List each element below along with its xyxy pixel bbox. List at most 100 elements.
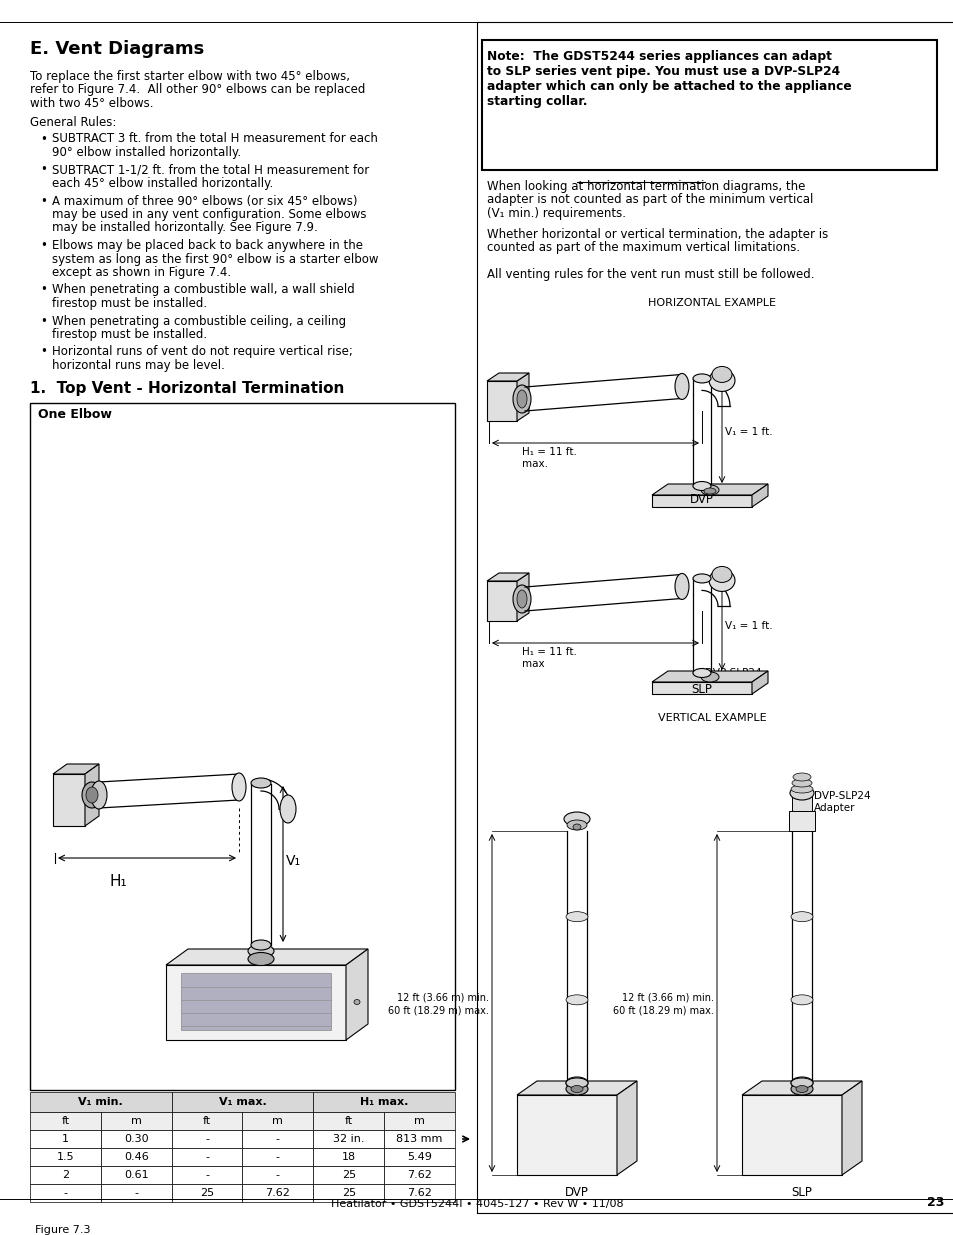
Text: may be used in any vent configuration. Some elbows: may be used in any vent configuration. S… bbox=[52, 207, 366, 221]
Bar bbox=[313, 1166, 384, 1184]
Ellipse shape bbox=[708, 569, 734, 592]
Polygon shape bbox=[751, 671, 767, 694]
Text: •: • bbox=[40, 284, 47, 296]
Text: 1: 1 bbox=[62, 1134, 69, 1144]
Polygon shape bbox=[85, 764, 99, 826]
Text: refer to Figure 7.4.  All other 90° elbows can be replaced: refer to Figure 7.4. All other 90° elbow… bbox=[30, 84, 365, 96]
Text: 0.46: 0.46 bbox=[124, 1152, 149, 1162]
Ellipse shape bbox=[692, 374, 710, 383]
Text: E. Vent Diagrams: E. Vent Diagrams bbox=[30, 40, 204, 58]
Text: •: • bbox=[40, 194, 47, 207]
Text: 25: 25 bbox=[341, 1170, 355, 1179]
Bar bbox=[313, 1184, 384, 1202]
Bar bbox=[788, 811, 814, 831]
Ellipse shape bbox=[571, 1086, 582, 1093]
Ellipse shape bbox=[566, 820, 586, 830]
Text: starting collar.: starting collar. bbox=[486, 95, 587, 107]
Text: 0.30: 0.30 bbox=[124, 1134, 149, 1144]
Text: H₁: H₁ bbox=[110, 874, 128, 889]
Ellipse shape bbox=[280, 795, 295, 823]
Ellipse shape bbox=[700, 672, 719, 682]
Bar bbox=[313, 1130, 384, 1149]
Bar bbox=[481, 40, 936, 170]
Bar bbox=[651, 495, 751, 508]
Bar bbox=[384, 1166, 455, 1184]
Polygon shape bbox=[346, 948, 368, 1040]
Ellipse shape bbox=[711, 567, 731, 583]
Bar bbox=[101, 1184, 172, 1202]
Bar bbox=[30, 1184, 101, 1202]
Text: 7.62: 7.62 bbox=[407, 1188, 432, 1198]
Text: When penetrating a combustible wall, a wall shield: When penetrating a combustible wall, a w… bbox=[52, 284, 355, 296]
Text: DVP-SLP24
Adapter: DVP-SLP24 Adapter bbox=[813, 790, 870, 814]
Bar bbox=[172, 1130, 242, 1149]
Text: 25: 25 bbox=[200, 1188, 213, 1198]
Polygon shape bbox=[166, 948, 368, 965]
Text: firestop must be installed.: firestop must be installed. bbox=[52, 296, 207, 310]
Ellipse shape bbox=[692, 668, 710, 678]
Ellipse shape bbox=[675, 373, 688, 399]
Text: each 45° elbow installed horizontally.: each 45° elbow installed horizontally. bbox=[52, 177, 273, 190]
Polygon shape bbox=[517, 573, 529, 621]
Text: m: m bbox=[273, 1116, 283, 1126]
Text: SLP: SLP bbox=[791, 1186, 812, 1199]
Ellipse shape bbox=[563, 811, 589, 826]
Text: •: • bbox=[40, 315, 47, 327]
Text: 0.61: 0.61 bbox=[124, 1170, 149, 1179]
Text: One Elbow: One Elbow bbox=[38, 409, 112, 421]
Text: When penetrating a combustible ceiling, a ceiling: When penetrating a combustible ceiling, … bbox=[52, 315, 346, 327]
Text: 5.49: 5.49 bbox=[407, 1152, 432, 1162]
Ellipse shape bbox=[791, 779, 811, 787]
Bar bbox=[30, 1166, 101, 1184]
Text: -: - bbox=[205, 1170, 209, 1179]
Bar bbox=[172, 1092, 313, 1112]
Text: •: • bbox=[40, 163, 47, 177]
Text: V₁ = 1 ft.: V₁ = 1 ft. bbox=[724, 427, 772, 437]
Bar bbox=[30, 1092, 172, 1112]
Text: ft: ft bbox=[344, 1116, 353, 1126]
Bar bbox=[313, 1112, 384, 1130]
Polygon shape bbox=[517, 373, 529, 421]
Bar bbox=[486, 382, 517, 421]
Text: ft: ft bbox=[203, 1116, 211, 1126]
Bar bbox=[101, 1149, 172, 1166]
Text: m: m bbox=[414, 1116, 425, 1126]
Text: When looking at horizontal termination diagrams, the: When looking at horizontal termination d… bbox=[486, 180, 804, 193]
Ellipse shape bbox=[517, 390, 526, 408]
Ellipse shape bbox=[513, 385, 531, 412]
Polygon shape bbox=[651, 671, 767, 682]
Bar bbox=[101, 1112, 172, 1130]
Ellipse shape bbox=[251, 940, 271, 950]
Text: Note:  The GDST5244 series appliances can adapt: Note: The GDST5244 series appliances can… bbox=[486, 49, 831, 63]
Text: 18: 18 bbox=[341, 1152, 355, 1162]
Ellipse shape bbox=[790, 911, 812, 921]
Text: Heatilator • GDST5244I • 4045-127 • Rev W • 11/08: Heatilator • GDST5244I • 4045-127 • Rev … bbox=[331, 1199, 622, 1209]
Bar bbox=[476, 22, 953, 1213]
Text: to SLP series vent pipe. You must use a DVP-SLP24: to SLP series vent pipe. You must use a … bbox=[486, 65, 840, 78]
Ellipse shape bbox=[703, 488, 716, 494]
Text: 25: 25 bbox=[341, 1188, 355, 1198]
Text: 32 in.: 32 in. bbox=[333, 1134, 364, 1144]
Text: -: - bbox=[275, 1170, 279, 1179]
Text: V₁: V₁ bbox=[286, 853, 301, 868]
Text: 90° elbow installed horizontally.: 90° elbow installed horizontally. bbox=[52, 146, 241, 159]
Bar bbox=[166, 965, 346, 1040]
Bar bbox=[30, 1112, 101, 1130]
Bar bbox=[486, 580, 517, 621]
Text: Horizontal runs of vent do not require vertical rise;: Horizontal runs of vent do not require v… bbox=[52, 346, 353, 358]
Text: -: - bbox=[205, 1152, 209, 1162]
Text: may be installed horizontally. See Figure 7.9.: may be installed horizontally. See Figur… bbox=[52, 221, 317, 235]
Bar bbox=[741, 1095, 841, 1174]
Ellipse shape bbox=[790, 1078, 812, 1088]
Ellipse shape bbox=[248, 952, 274, 966]
Text: with two 45° elbows.: with two 45° elbows. bbox=[30, 98, 153, 110]
Text: Elbows may be placed back to back anywhere in the: Elbows may be placed back to back anywhe… bbox=[52, 240, 363, 252]
Text: 7.62: 7.62 bbox=[407, 1170, 432, 1179]
Ellipse shape bbox=[517, 590, 526, 608]
Ellipse shape bbox=[565, 1077, 587, 1089]
Text: DVP: DVP bbox=[689, 493, 713, 506]
Text: -: - bbox=[63, 1188, 68, 1198]
Ellipse shape bbox=[795, 1086, 807, 1093]
Text: adapter is not counted as part of the minimum vertical: adapter is not counted as part of the mi… bbox=[486, 194, 813, 206]
Bar bbox=[313, 1149, 384, 1166]
